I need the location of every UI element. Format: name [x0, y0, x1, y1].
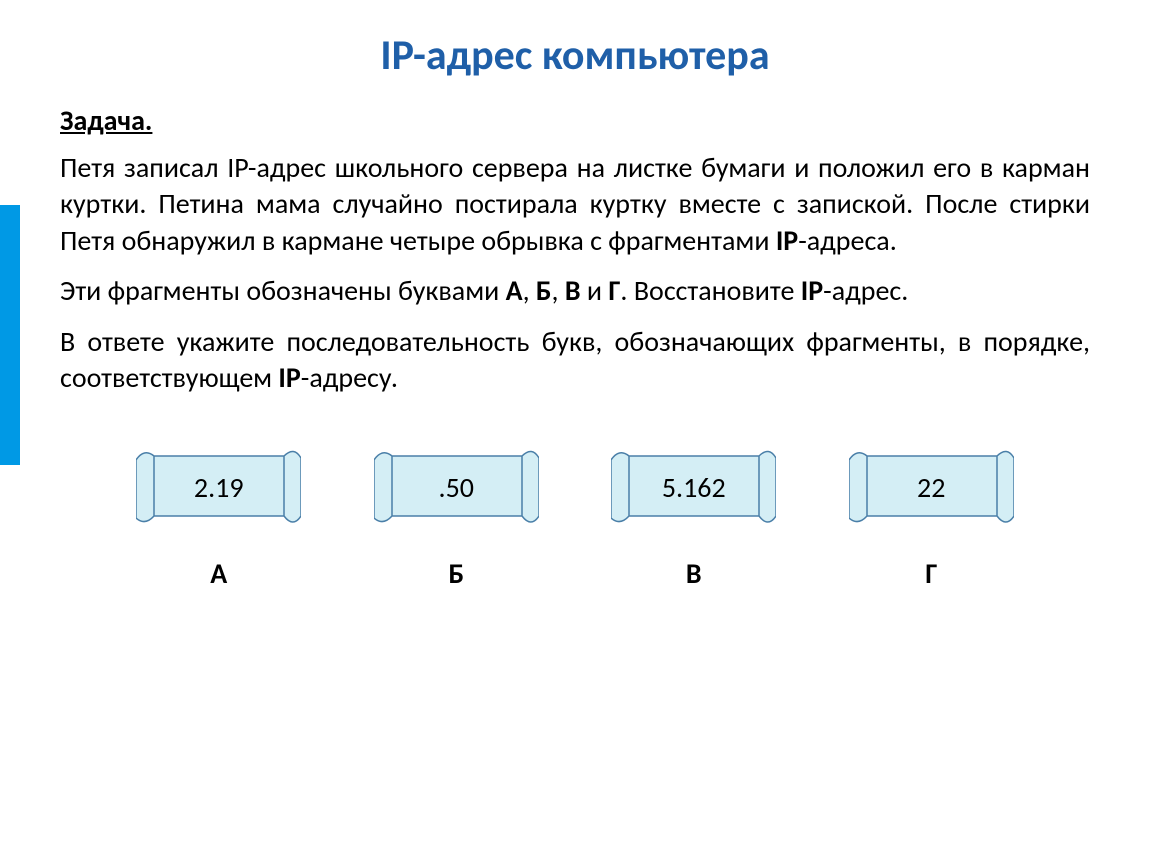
- fragment-label: Б: [448, 556, 464, 591]
- ip-bold: IP: [801, 273, 823, 308]
- sidebar-accent: [0, 205, 20, 465]
- text-segment: Петя записал IP-адрес школьного сервера …: [60, 150, 1090, 258]
- paper-scrap: .50: [374, 446, 539, 528]
- fragment-value: 5.162: [662, 470, 726, 505]
- text-segment: ,: [551, 273, 564, 308]
- paper-scrap: 5.162: [611, 446, 776, 528]
- fragment-label: Г: [925, 556, 937, 591]
- letter-b-bold: Б: [536, 273, 552, 308]
- text-segment: ,: [523, 273, 536, 308]
- fragment-b: .50 Б: [374, 446, 539, 591]
- paper-scrap: 22: [849, 446, 1014, 528]
- text-segment: В ответе укажите последовательность букв…: [60, 324, 1090, 395]
- fragment-label: А: [210, 556, 227, 591]
- paragraph-1: Петя записал IP-адрес школьного сервера …: [60, 150, 1090, 259]
- letter-v-bold: В: [565, 273, 581, 308]
- ip-bold: IP: [278, 360, 300, 395]
- letter-a-bold: А: [506, 273, 523, 308]
- fragment-g: 22 Г: [849, 446, 1014, 591]
- page-title: IP-адрес компьютера: [60, 30, 1090, 81]
- paper-scrap: 2.19: [136, 446, 301, 528]
- slide-content: IP-адрес компьютера Задача. Петя записал…: [0, 0, 1150, 591]
- text-segment: -адрес.: [823, 273, 908, 308]
- ip-bold: IP: [776, 223, 798, 258]
- task-label: Задача.: [60, 103, 1090, 138]
- text-segment: и: [581, 273, 609, 308]
- text-segment: -адресу.: [301, 360, 398, 395]
- fragment-a: 2.19 А: [136, 446, 301, 591]
- letter-g-bold: Г: [608, 273, 620, 308]
- fragment-value: .50: [439, 470, 474, 505]
- fragment-label: В: [686, 556, 702, 591]
- paragraph-2: Эти фрагменты обозначены буквами А, Б, В…: [60, 273, 1090, 309]
- fragment-value: 2.19: [194, 470, 244, 505]
- fragments-row: 2.19 А .50 Б 5.162 В: [60, 446, 1090, 591]
- text-segment: -адреса.: [798, 223, 897, 258]
- text-segment: Эти фрагменты обозначены буквами: [60, 273, 506, 308]
- text-segment: . Восстановите: [620, 273, 800, 308]
- fragment-v: 5.162 В: [611, 446, 776, 591]
- fragment-value: 22: [917, 470, 945, 505]
- paragraph-3: В ответе укажите последовательность букв…: [60, 324, 1090, 397]
